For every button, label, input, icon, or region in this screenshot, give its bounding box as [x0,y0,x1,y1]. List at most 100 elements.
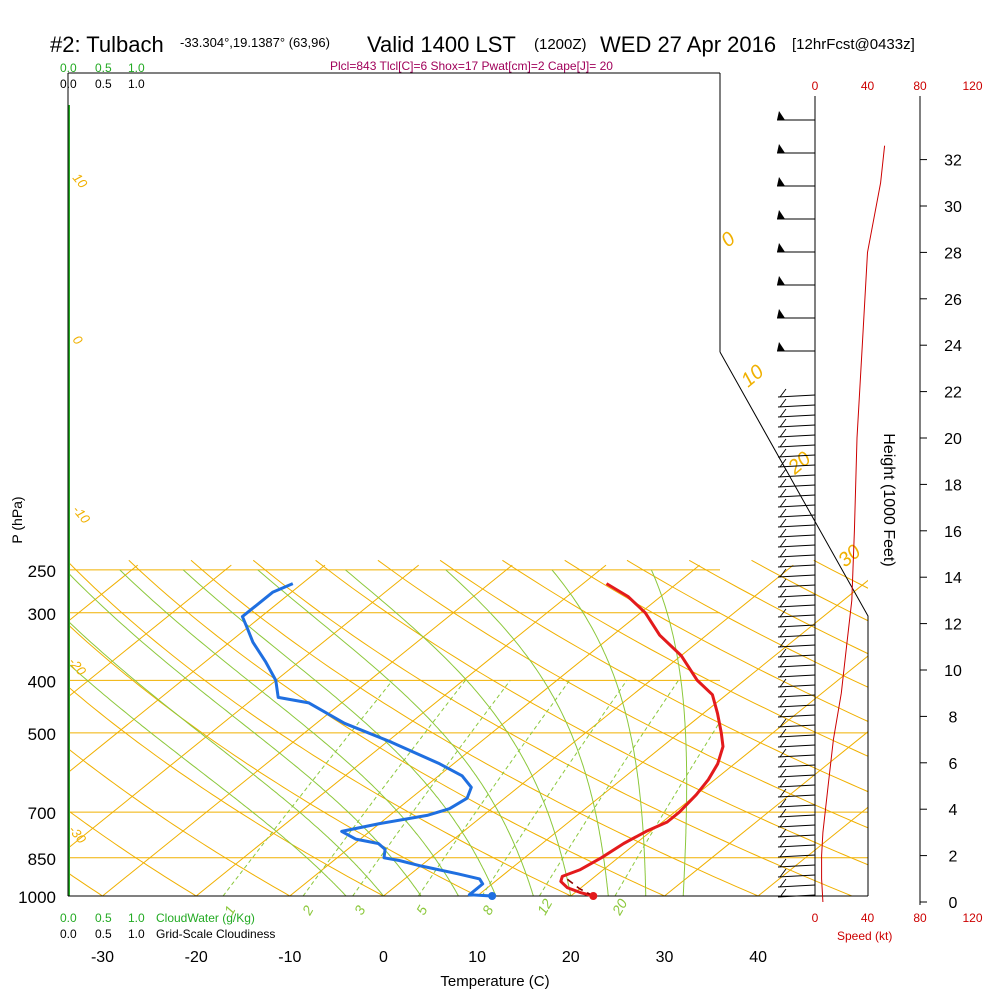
cloud-water-tick-2: 1.0 [128,61,145,75]
wind-barb-feather [779,598,787,608]
cloud-scale-bottom: 0.0 0.5 1.0 CloudWater (g/Kg) 0.0 0.5 1.… [60,911,275,941]
wind-barb-feather [779,548,787,558]
isotherm-line [68,564,232,698]
wind-barb [777,824,816,828]
cloudiness-tick-2-bottom: 1.0 [128,927,145,941]
cloud-scale-top: 0.0 0.5 1.0 0.0 0.5 1.0 [60,61,145,91]
cloud-water-tick-1-bottom: 0.5 [95,911,112,925]
wind-barb [777,614,816,618]
moist-adiabat-label: 30 [834,541,865,572]
wind-barb [777,784,816,788]
wind-barb [777,894,816,898]
dry-adiabat-line [720,612,868,688]
moist-adiabat-line [551,569,647,896]
isotherm-line [757,806,868,896]
moist-adiabat-line [182,569,497,896]
wind-barb-feather [779,468,787,478]
isotherm-line [720,731,868,852]
wind-barb-feather [779,738,787,748]
wind-barb-feather [779,748,787,758]
surface-dewpoint-point [488,892,497,900]
dry-adiabat-line [377,559,720,762]
dry-adiabat-line [68,561,572,896]
height-tick-label: 18 [944,477,962,494]
wind-barb-flag [777,177,785,186]
x-tick-label: -20 [185,949,208,966]
moist-adiabat-line [68,620,384,896]
wind-barb [777,574,816,578]
y-tick-label: 850 [28,850,56,869]
dry-adiabat-line [938,560,1000,907]
wind-barb-feather [779,588,787,598]
wind-barb-feather [779,438,787,448]
height-tick-label: 12 [944,617,962,634]
wind-barb [777,564,816,568]
cloudiness-label: Grid-Scale Cloudiness [156,927,275,941]
cloudiness-tick-0-bottom: 0.0 [60,927,77,941]
wind-barb-feather [779,488,787,498]
wind-barb-feather [779,518,787,528]
wind-speed-line [821,145,886,903]
wind-barb-feather [779,668,787,678]
wind-barb [777,514,816,518]
wind-barb [777,684,816,688]
isobar-lines [68,569,868,897]
moist-adiabat-line [445,569,609,896]
series-line-dewpoint [240,582,493,898]
mixing-ratio-line [302,680,466,896]
wind-barb [777,674,816,678]
dry-adiabat-line [720,838,854,896]
mixing-ratio-label: 20 [608,896,630,919]
wind-barb-feather [779,818,787,828]
wind-barb-feather [779,648,787,658]
wind-barb [777,734,816,738]
speed-tick-bottom: 80 [913,911,927,925]
moist-adiabat-label: 10 [737,361,768,392]
wind-barb-feather [779,608,787,618]
height-tick-label: 6 [949,756,958,773]
cloud-water-tick-1: 0.5 [95,61,112,75]
wind-barb-feather [779,768,787,778]
valid-date: WED 27 Apr 2016 [600,32,776,57]
wind-barb [777,884,816,888]
thermo-lines-right [720,559,1000,907]
wind-barb-feather [779,458,787,468]
height-tick-label: 8 [949,709,958,726]
wind-barb-feather [779,678,787,688]
height-tick-label: 16 [944,524,962,541]
mixing-ratio-line [481,680,628,896]
wind-barb [777,444,816,448]
x-tick-label: 0 [379,949,388,966]
wind-barbs [777,111,816,898]
speed-tick-top: 0 [812,79,819,93]
station-name: #2: Tulbach [50,32,164,57]
speed-tick-top: 80 [913,79,927,93]
isotherm-line [102,564,513,896]
wind-barb-feather [779,718,787,728]
isotherm-line [720,564,794,625]
dry-adiabat-line [876,560,1000,907]
wind-barb [777,644,816,648]
y-tick-label: 400 [28,672,56,691]
wind-barb-flag [777,144,785,153]
dry-adiabat-line [252,559,720,840]
wind-barb [777,534,816,538]
isotherm-line [720,579,868,701]
height-tick-label: 28 [944,245,962,262]
wind-barb-feather [779,538,787,548]
wind-barb [777,794,816,798]
wind-barb-flag [777,309,785,318]
wind-barb [777,724,816,728]
wind-barb [777,554,816,558]
isotherm-line [720,655,868,777]
wind-barb [777,634,816,638]
wind-barb-feather [779,798,787,808]
wind-barb [777,754,816,758]
speed-tick-bottom: 120 [962,911,982,925]
dry-adiabat-line [752,560,1000,907]
dry-adiabat-label: 10 [70,170,91,191]
wind-barb [777,524,816,528]
